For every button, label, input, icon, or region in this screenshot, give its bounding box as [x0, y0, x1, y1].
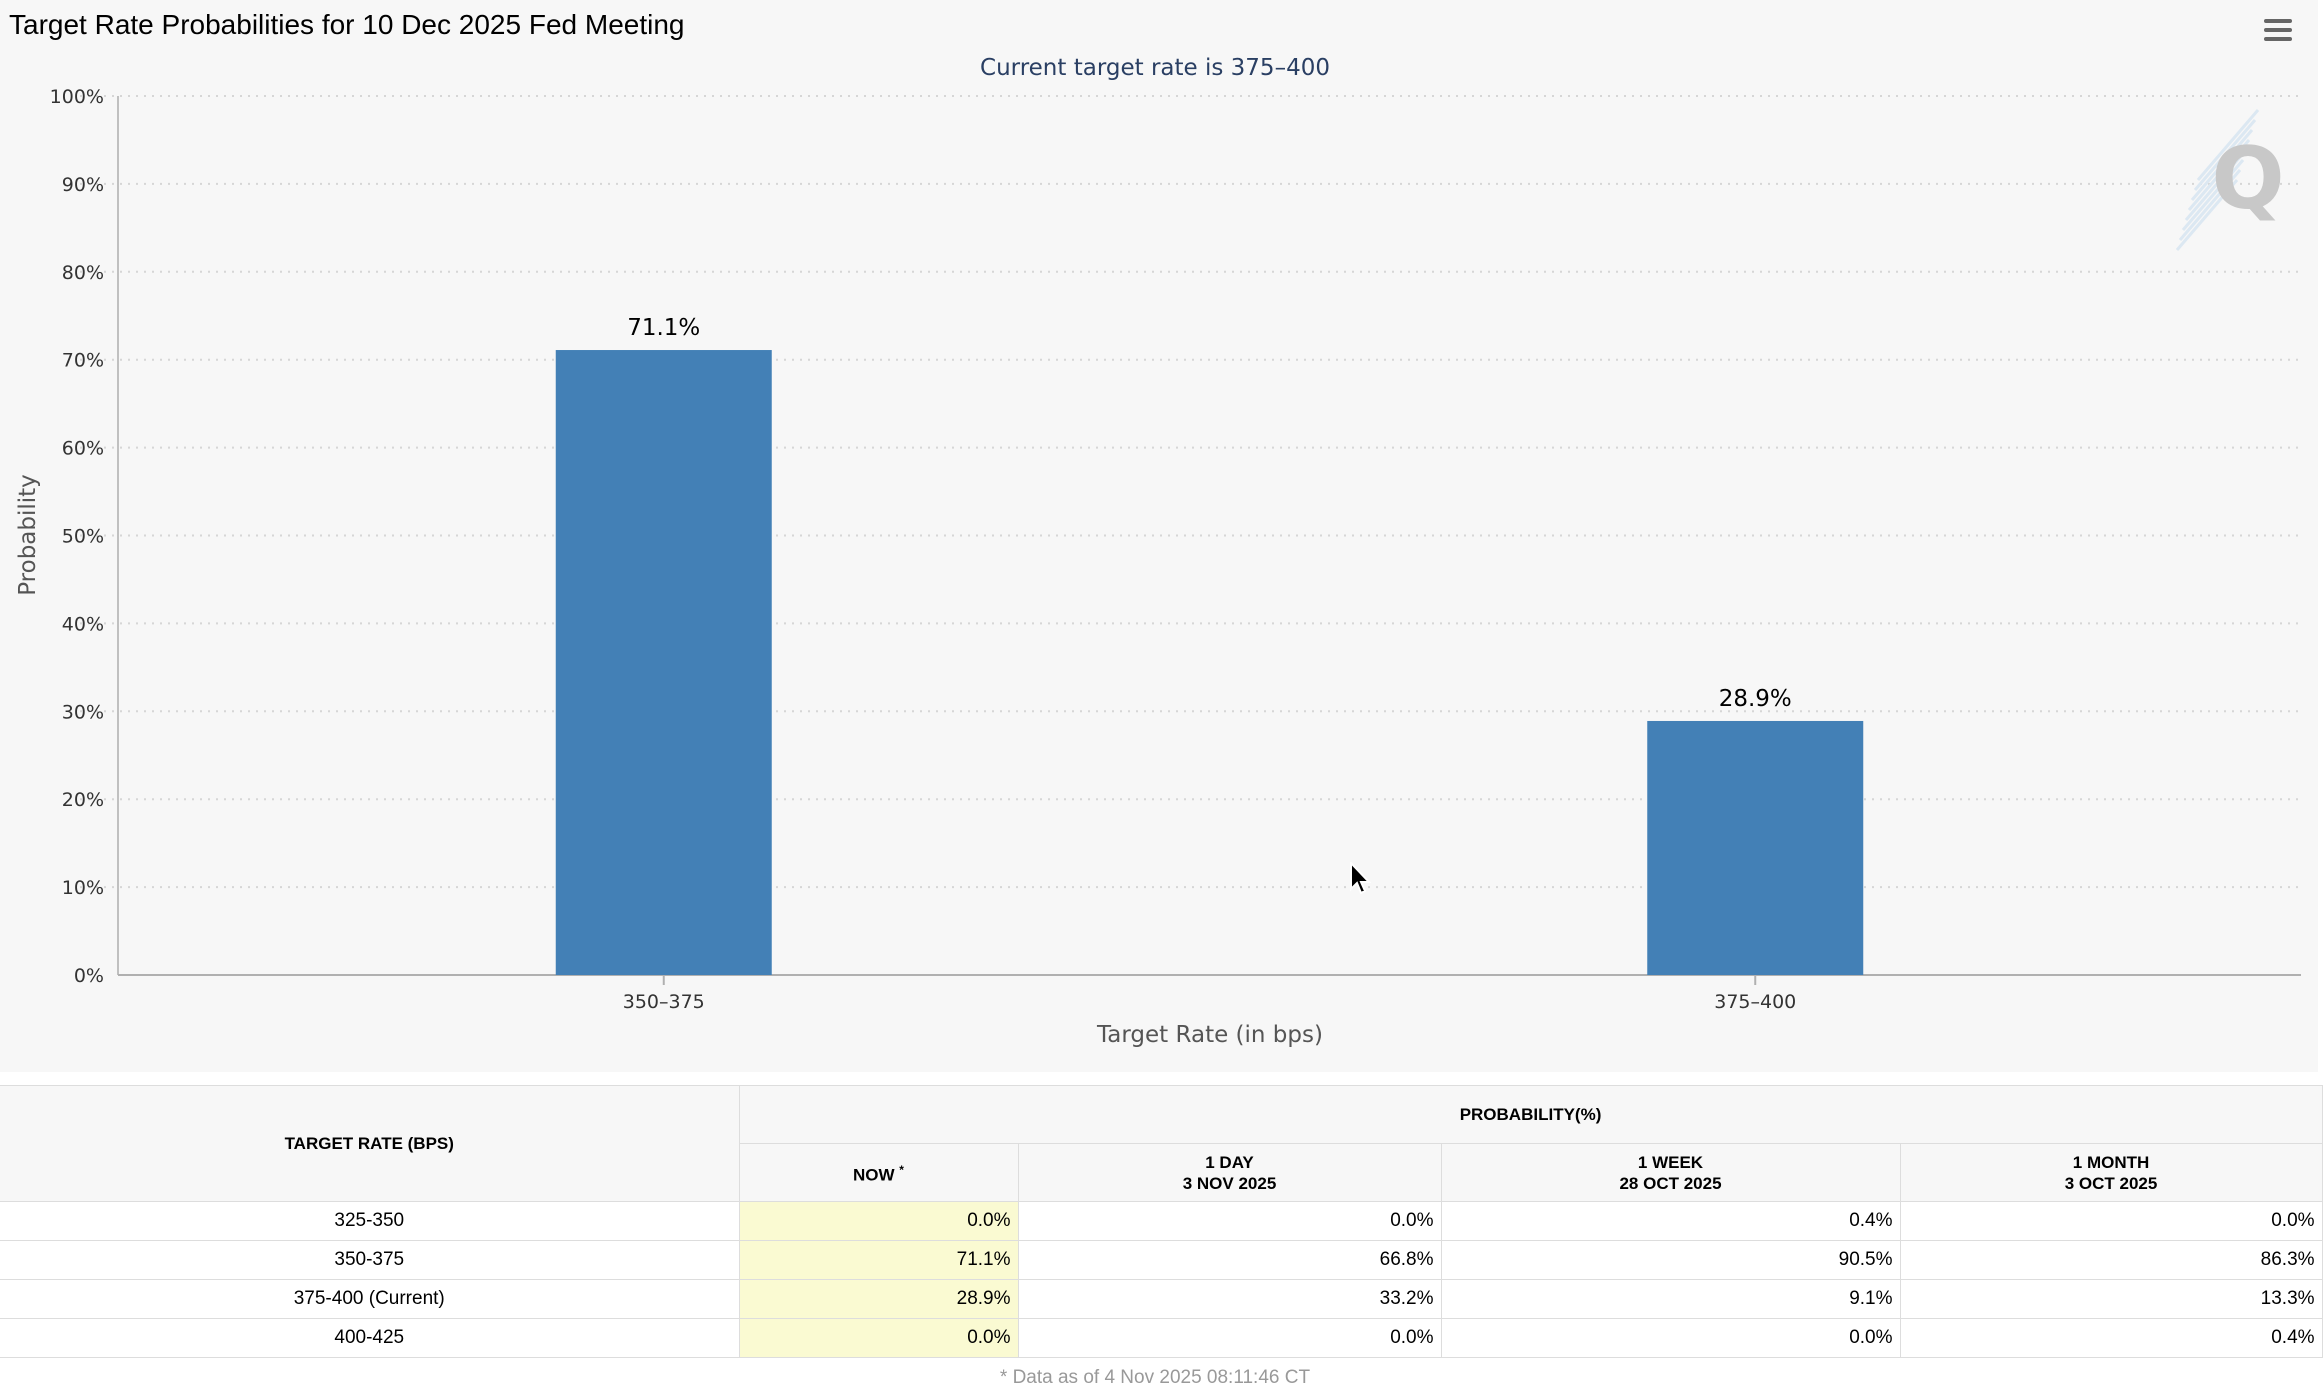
- 1-week-value-cell: 0.4%: [1441, 1201, 1901, 1241]
- table-row: 375-400 (Current) 28.9% 33.2% 9.1% 13.3%: [0, 1279, 2323, 1319]
- 1-day-value-cell: 0.0%: [1018, 1201, 1442, 1241]
- header-1-month: 1 MONTH 3 OCT 2025: [1899, 1143, 2323, 1202]
- bar-350–375: [555, 350, 772, 975]
- table-body: 325-350 0.0% 0.0% 0.4% 0.0% 350-375 71.1% 66.8%…: [0, 1201, 2323, 1358]
- mouse-cursor-icon: [1350, 862, 1372, 895]
- y-tick-label: 50%: [62, 526, 104, 548]
- 1-day-value-cell: 0.0%: [1018, 1318, 1442, 1358]
- rate-cell: 400-425: [0, 1318, 740, 1358]
- chart-menu-button[interactable]: [2256, 14, 2300, 48]
- header-1-month-date: 3 OCT 2025: [2064, 1173, 2158, 1193]
- 1-day-value-cell: 33.2%: [1018, 1279, 1442, 1319]
- probability-table: TARGET RATE (BPS) PROBABILITY(%) NOW * 1…: [0, 1085, 2323, 1358]
- logo-stripe: [2175, 179, 2239, 251]
- y-tick-label: 10%: [62, 877, 104, 899]
- y-tick-label: 80%: [62, 262, 104, 284]
- y-axis-title: Probability: [15, 474, 41, 596]
- y-tick-label: 90%: [62, 174, 104, 196]
- y-tick-label: 40%: [62, 613, 104, 635]
- logo-stripe: [2181, 159, 2245, 231]
- 1-week-value-cell: 9.1%: [1441, 1279, 1901, 1319]
- quikstrike-q-logo-icon: Q: [2175, 109, 2285, 251]
- y-tick-label: 100%: [50, 86, 104, 108]
- y-tick-label: 20%: [62, 789, 104, 811]
- 1-month-value-cell: 0.4%: [1900, 1318, 2323, 1358]
- 1-month-value-cell: 0.0%: [1900, 1201, 2323, 1241]
- data-timestamp-note: * Data as of 4 Nov 2025 08:11:46 CT: [999, 1367, 1311, 1388]
- header-1-week-date: 28 OCT 2025: [1619, 1173, 1722, 1193]
- now-value-cell: 28.9%: [739, 1279, 1019, 1319]
- header-1-week-label: 1 WEEK: [1637, 1152, 1704, 1172]
- logo-stripe: [2190, 129, 2254, 201]
- rate-cell: 325-350: [0, 1201, 740, 1241]
- header-1-week: 1 WEEK 28 OCT 2025: [1440, 1143, 1901, 1202]
- header-now: NOW *: [738, 1143, 1019, 1202]
- y-tick-label: 0%: [74, 965, 104, 987]
- x-axis-title: Target Rate (in bps): [1096, 1022, 1323, 1048]
- y-tick-label: 70%: [62, 350, 104, 372]
- now-value-cell: 71.1%: [739, 1240, 1019, 1280]
- 1-month-value-cell: 86.3%: [1900, 1240, 2323, 1280]
- rate-cell: 350-375: [0, 1240, 740, 1280]
- chart-subtitle: Current target rate is 375–400: [980, 55, 1330, 81]
- logo-stripe: [2178, 169, 2242, 241]
- x-tick-label: 375–400: [1714, 991, 1796, 1013]
- header-1-month-label: 1 MONTH: [2072, 1152, 2150, 1172]
- table-row: 350-375 71.1% 66.8% 90.5% 86.3%: [0, 1240, 2323, 1280]
- logo-stripe: [2196, 109, 2260, 181]
- logo-stripe: [2187, 139, 2251, 211]
- rate-cell: 375-400 (Current): [0, 1279, 740, 1319]
- header-1-day: 1 DAY 3 NOV 2025: [1017, 1143, 1442, 1202]
- now-value-cell: 0.0%: [739, 1201, 1019, 1241]
- table-row: 325-350 0.0% 0.0% 0.4% 0.0%: [0, 1201, 2323, 1241]
- 1-week-value-cell: 0.0%: [1441, 1318, 1901, 1358]
- bar-chart: 0% 10% 20% 30% 40% 50% 60% 70% 80% 90% 100% 71.1% 35…: [15, 55, 2301, 1048]
- 1-day-value-cell: 66.8%: [1018, 1240, 1442, 1280]
- logo-stripe: [2184, 149, 2248, 221]
- logo-stripe: [2193, 119, 2257, 191]
- logo-letter: Q: [2211, 129, 2284, 229]
- 1-month-value-cell: 13.3%: [1900, 1279, 2323, 1319]
- bar-data-label: 28.9%: [1719, 686, 1792, 712]
- header-target-rate: TARGET RATE (BPS): [0, 1085, 740, 1202]
- chart-panel: [0, 0, 2318, 1072]
- header-1-day-date: 3 NOV 2025: [1182, 1173, 1277, 1193]
- bar-375–400: [1647, 720, 1864, 975]
- header-now-marker: *: [899, 1162, 904, 1177]
- table-row: 400-425 0.0% 0.0% 0.0% 0.4%: [0, 1318, 2323, 1358]
- x-tick-label: 350–375: [623, 991, 705, 1013]
- now-value-cell: 0.0%: [739, 1318, 1019, 1358]
- header-1-day-label: 1 DAY: [1205, 1152, 1254, 1172]
- header-probability: PROBABILITY(%): [738, 1085, 2323, 1144]
- bar-data-label: 71.1%: [627, 315, 700, 341]
- 1-week-value-cell: 90.5%: [1441, 1240, 1901, 1280]
- header-now-label: NOW: [853, 1165, 895, 1185]
- y-tick-label: 60%: [62, 438, 104, 460]
- y-tick-label: 30%: [62, 701, 104, 723]
- page-title: Target Rate Probabilities for 10 Dec 202…: [9, 9, 685, 40]
